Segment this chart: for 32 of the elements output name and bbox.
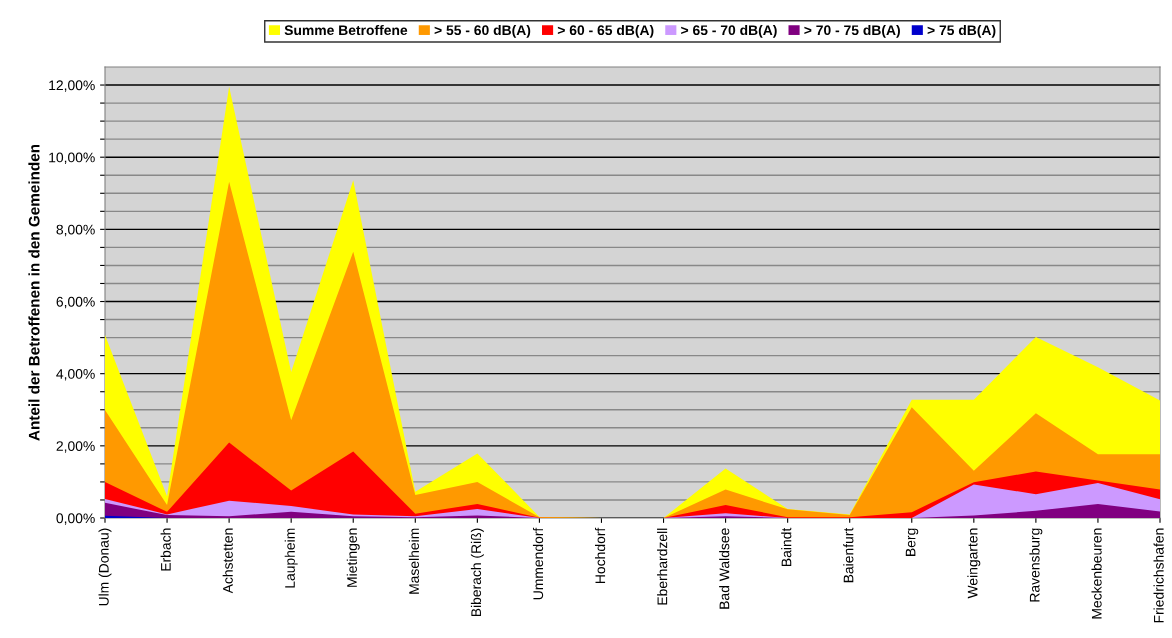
x-tick-label: Laupheim — [284, 528, 298, 588]
x-tick-label: Ummendorf — [532, 527, 544, 600]
y-tick-label: 10,00% — [49, 152, 95, 165]
x-tick-label: Meckenbeuren — [1091, 528, 1102, 619]
x-tick-label: Erbach — [160, 528, 171, 571]
x-tick-label: Baienfurt — [843, 527, 854, 583]
legend-label: > 75 dB(A) — [927, 24, 996, 38]
legend-label: > 65 - 70 dB(A) — [681, 24, 777, 38]
x-tick-label: Maselheim — [408, 528, 420, 594]
y-tick-label: 2,00% — [56, 441, 95, 453]
legend-label: > 55 - 60 dB(A) — [434, 24, 531, 38]
x-tick-label: Berg — [905, 528, 919, 556]
x-tick-label: Friedrichshafen — [1153, 528, 1164, 623]
x-tick-label: Baindt — [781, 527, 792, 566]
x-tick-label: Ravensburg — [1029, 528, 1043, 602]
legend-label: > 70 - 75 dB(A) — [804, 24, 900, 38]
legend-label: > 60 - 65 dB(A) — [557, 24, 654, 38]
x-tick-label: Ulm (Donau) — [98, 528, 112, 606]
y-tick-label: 8,00% — [56, 224, 95, 237]
x-tick-label: Eberhardzell — [657, 528, 668, 605]
x-tick-label: Achstetten — [222, 528, 233, 594]
legend-label: Summe Betroffene — [284, 24, 408, 36]
x-tick-label: Hochdorf — [595, 527, 606, 583]
y-tick-label: 0,00% — [56, 513, 95, 525]
x-tick-label: Mietingen — [346, 528, 360, 587]
y-tick-label: 4,00% — [56, 369, 95, 381]
y-tick-label: 12,00% — [49, 80, 95, 92]
y-axis-title: Anteil der Betroffenen in den Gemeinden — [28, 144, 40, 441]
x-tick-label: Bad Waldsee — [719, 528, 730, 609]
x-tick-label: Biberach (Riß) — [470, 528, 484, 617]
y-tick-label: 6,00% — [56, 296, 95, 309]
x-tick-label: Weingarten — [967, 528, 981, 599]
